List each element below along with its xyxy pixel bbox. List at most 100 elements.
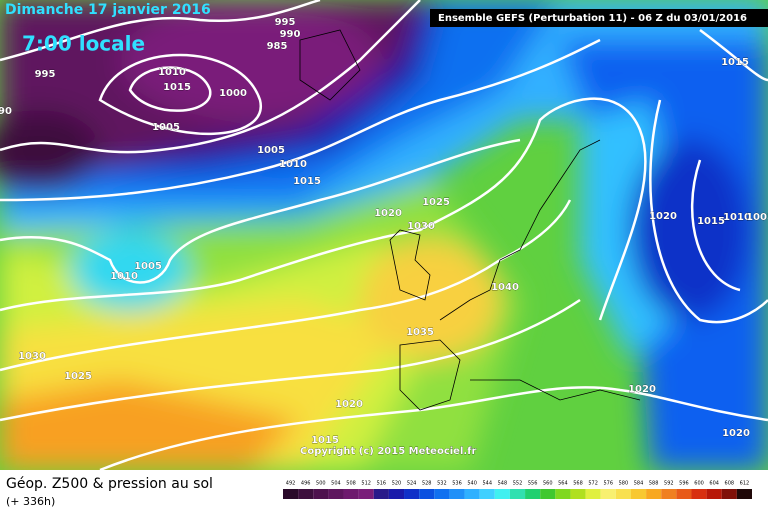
colorbar-swatch	[630, 489, 647, 499]
colorbar-swatch	[676, 489, 692, 499]
isobar-label: 1015	[721, 57, 749, 68]
isobar-label: 985	[267, 41, 288, 52]
colorbar-label: 600	[694, 481, 704, 487]
isobar-label: 1020	[335, 399, 363, 410]
colorbar-label: 500	[316, 481, 326, 487]
colorbar-label: 604	[709, 481, 719, 487]
isobar-label: 1015	[311, 435, 339, 446]
colorbar-swatch	[373, 489, 389, 499]
isobar-label: 1015	[697, 216, 725, 227]
colorbar-label: 532	[437, 481, 447, 487]
colorbar-label: 580	[619, 481, 629, 487]
colorbar-swatch	[509, 489, 526, 499]
coastlines	[299, 29, 641, 411]
colorbar-label: 596	[679, 481, 689, 487]
colorbar-swatch	[525, 489, 541, 499]
isobar-label: 1015	[293, 176, 321, 187]
isobar-label: 1030	[18, 351, 46, 362]
colorbar-swatch	[464, 489, 480, 499]
colorbar-label: 568	[573, 481, 583, 487]
colorbar-swatch	[328, 489, 344, 499]
isobar-lines	[0, 0, 768, 470]
colorbar-swatch	[283, 489, 299, 499]
isobar-label: 1020	[722, 428, 750, 439]
isobar-label: 1035	[406, 327, 434, 338]
run-box	[430, 9, 768, 27]
colorbar-swatch	[585, 489, 601, 499]
isobar-label: 1030	[407, 221, 435, 232]
colorbar-label: 560	[543, 481, 553, 487]
colorbar-label: 528	[422, 481, 432, 487]
isobar-label: 1015	[163, 82, 191, 93]
colorbar-label: 520	[392, 481, 402, 487]
isobar-label: 1025	[422, 197, 450, 208]
isobar-label: 1010	[723, 212, 751, 223]
colorbar-swatch	[358, 489, 374, 499]
isobar-label: 1005	[257, 145, 285, 156]
copyright: Copyright (c) 2015 Meteociel.fr	[300, 446, 477, 457]
colorbar-swatch	[404, 489, 420, 499]
run: Ensemble GEFS (Perturbation 11) - 06 Z d…	[438, 13, 747, 24]
colorbar-label: 504	[331, 481, 341, 487]
colorbar-swatch	[298, 489, 314, 499]
colorbar-label: 588	[649, 481, 659, 487]
isobar-label: 1005	[152, 122, 180, 133]
colorbar-swatch	[736, 489, 752, 499]
isobar-label: 90	[0, 106, 12, 117]
colorbar-swatch	[706, 489, 722, 499]
colorbar-swatch	[494, 489, 510, 499]
footer-title: Géop. Z500 & pression au sol	[6, 476, 213, 492]
isobar-label: 1010	[279, 159, 307, 170]
colorbar-label: 584	[634, 481, 644, 487]
isobar-label: 1040	[491, 282, 519, 293]
colorbar-label: 552	[513, 481, 523, 487]
colorbar-label: 492	[286, 481, 296, 487]
colorbar-label: 592	[664, 481, 674, 487]
isobar-label: 1020	[628, 384, 656, 395]
colorbar-label: 564	[558, 481, 568, 487]
colorbar-label: 576	[604, 481, 614, 487]
isobar-label: 1025	[64, 371, 92, 382]
colorbar-label: 548	[498, 481, 508, 487]
colorbar-swatch	[721, 489, 737, 499]
colorbar-swatch	[555, 489, 571, 499]
isobar-label: 990	[280, 29, 301, 40]
isobar-label: 1005	[746, 212, 768, 223]
colorbar-label: 536	[452, 481, 462, 487]
isobar-label: 995	[35, 69, 56, 80]
colorbar-swatch	[661, 489, 677, 499]
isobar-label: 1020	[649, 211, 677, 222]
colorbar-swatch	[449, 489, 465, 499]
colorbar-swatch	[540, 489, 556, 499]
colorbar-swatch	[419, 489, 435, 499]
time: 7:00 locale	[22, 32, 145, 56]
colorbar-swatch	[479, 489, 495, 499]
isobar-label: 1020	[374, 208, 402, 219]
colorbar-swatch	[646, 489, 662, 499]
colorbar-swatch	[570, 489, 586, 499]
date: Dimanche 17 janvier 2016	[5, 2, 211, 18]
colorbar-swatch	[434, 489, 450, 499]
isobar-label: 1010	[110, 271, 138, 282]
colorbar-swatch	[313, 489, 329, 499]
colorbar-label: 572	[588, 481, 598, 487]
colorbar-label: 508	[346, 481, 356, 487]
isobar-label: 995	[275, 17, 296, 28]
field	[0, 0, 768, 470]
colorbar-swatch	[600, 489, 616, 499]
isobar-label: 1000	[219, 88, 247, 99]
footer-lead: (+ 336h)	[6, 495, 55, 508]
colorbar: 492 496 500 504 508 512 516 520 524 528 532 536 540 5…	[283, 481, 752, 499]
colorbar-label: 540	[467, 481, 477, 487]
colorbar-label: 512	[361, 481, 371, 487]
colorbar-label: 516	[377, 481, 387, 487]
colorbar-label: 496	[301, 481, 311, 487]
colorbar-label: 524	[407, 481, 417, 487]
colorbar-label: 612	[740, 481, 750, 487]
isobar-label: 1005	[134, 261, 162, 272]
colorbar-label: 608	[725, 481, 735, 487]
colorbar-swatch	[615, 489, 631, 499]
isobar-label: 1010	[158, 67, 186, 78]
